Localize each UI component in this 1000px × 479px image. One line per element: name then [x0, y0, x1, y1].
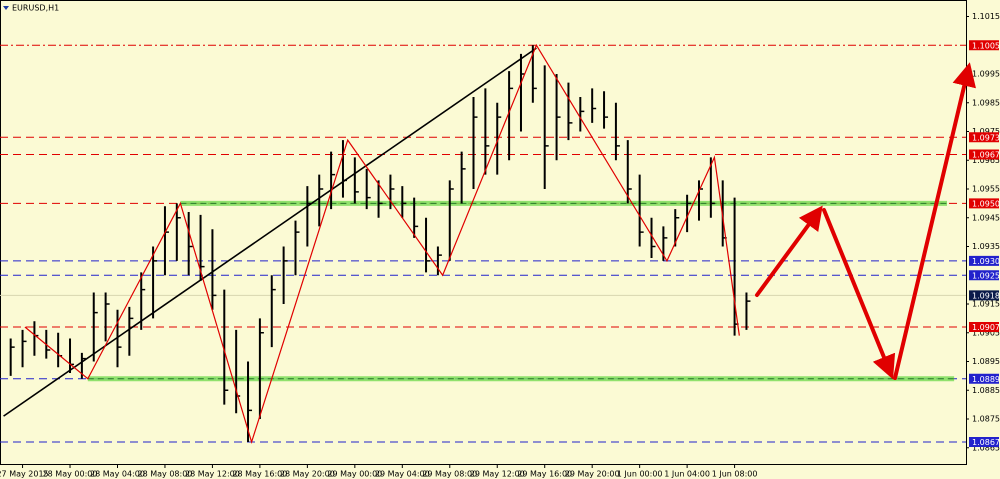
price-tag-label: 1.0925 [972, 271, 1000, 280]
x-tick-label: 29 May 00:00 [327, 470, 382, 479]
x-tick-label: 28 May 00:00 [43, 470, 98, 479]
y-tick-label: 1.0875 [972, 415, 1000, 424]
x-tick-label: 1 Jun 08:00 [712, 470, 758, 479]
x-tick-label: 29 May 12:00 [470, 470, 525, 479]
x-tick-label: 29 May 08:00 [422, 470, 477, 479]
y-tick-label: 1.0995 [972, 70, 1000, 79]
menu-icon[interactable] [3, 6, 9, 10]
price-tag-label: 1.0973 [972, 133, 1000, 142]
y-tick-label: 1.0935 [972, 242, 1000, 251]
price-tag [969, 270, 999, 281]
x-tick-label: 28 May 12:00 [185, 470, 240, 479]
y-tick-label: 1.0975 [972, 127, 1000, 136]
price-tag [969, 149, 999, 160]
x-tick-label: 1 Jun 04:00 [664, 470, 710, 479]
x-tick-label: 28 May 04:00 [90, 470, 145, 479]
x-tick-label: 1 Jun 00:00 [617, 470, 663, 479]
price-tag [969, 255, 999, 266]
y-tick-label: 1.1015 [972, 12, 1000, 21]
zigzag-line [24, 43, 740, 445]
x-tick-label: 28 May 20:00 [280, 470, 335, 479]
chart-title: EURUSD,H1 [12, 4, 59, 13]
y-tick-label: 1.0865 [972, 443, 1000, 452]
x-tick-label: 29 May 16:00 [517, 470, 572, 479]
price-tag [969, 437, 999, 447]
arrow [822, 208, 896, 380]
forecast-arrows [755, 62, 976, 380]
arrow [755, 205, 823, 297]
y-tick-label: 1.0985 [972, 98, 1000, 107]
x-tick-label: 28 May 08:00 [138, 470, 193, 479]
price-tag-label: 1.0950 [972, 199, 1000, 208]
price-tag [969, 198, 999, 209]
y-tick-label: 1.0885 [972, 386, 1000, 395]
price-tag-label: 1.0930 [972, 257, 1000, 266]
price-tag [969, 322, 999, 332]
price-tag-label: 1.0907 [972, 323, 1000, 332]
x-tick-label: 27 May 2015 [0, 470, 49, 479]
y-tick-label: 1.0895 [972, 357, 1000, 366]
trend-line [3, 47, 537, 417]
price-tag-label: 1.0918 [972, 291, 1000, 300]
price-tag [969, 132, 999, 143]
y-tick-label: 1.0965 [972, 156, 1000, 165]
price-tag-label: 1.0889 [972, 375, 1000, 384]
price-tag [969, 40, 999, 51]
y-tick-label: 1.0905 [972, 328, 1000, 337]
x-tick-label: 28 May 16:00 [232, 470, 287, 479]
y-tick-label: 1.0945 [972, 213, 1000, 222]
x-tick-label: 29 May 04:00 [375, 470, 430, 479]
price-tag-label: 1.0967 [972, 151, 1000, 160]
price-tag-label: 1.0867 [972, 438, 1000, 447]
y-tick-label: 1.0955 [972, 185, 1000, 194]
price-tag [969, 373, 999, 384]
price-tag [969, 290, 999, 301]
arrow [893, 62, 976, 380]
price-tag-label: 1.1005 [972, 41, 1000, 50]
plot-frame [0, 0, 967, 465]
x-tick-label: 29 May 20:00 [565, 470, 620, 479]
y-tick-label: 1.0915 [972, 300, 1000, 309]
